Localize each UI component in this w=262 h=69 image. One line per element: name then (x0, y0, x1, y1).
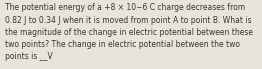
Text: points is __V: points is __V (5, 52, 52, 61)
Text: two points? The change in electric potential between the two: two points? The change in electric poten… (5, 40, 240, 49)
Text: 0.82 J to 0.34 J when it is moved from point A to point B. What is: 0.82 J to 0.34 J when it is moved from p… (5, 16, 251, 24)
Text: The potential energy of a +8 × 10−6 C charge decreases from: The potential energy of a +8 × 10−6 C ch… (5, 3, 245, 12)
Text: the magnitude of the change in electric potential between these: the magnitude of the change in electric … (5, 28, 253, 37)
